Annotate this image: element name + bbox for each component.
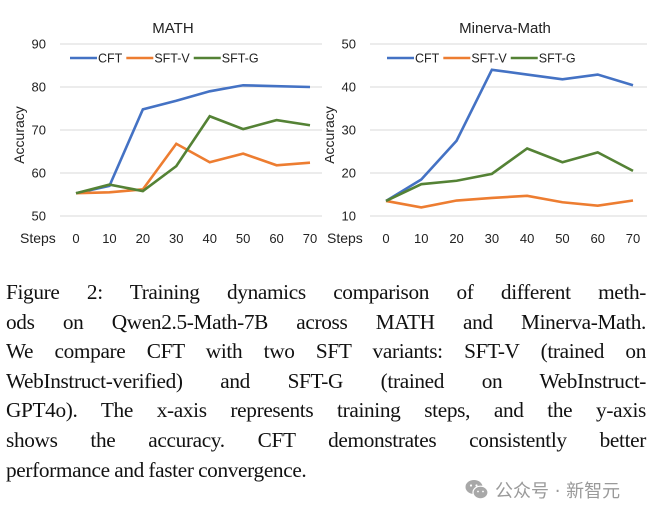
y-tick-label: 10	[342, 209, 356, 224]
caption-line: Figure 2: Training dynamics comparison o…	[6, 280, 646, 304]
chart-title: Minerva-Math	[459, 20, 551, 37]
series-line-sft-v	[75, 142, 311, 195]
legend-label: SFT-G	[539, 52, 576, 66]
y-tick-label: 70	[32, 123, 46, 138]
watermark: 公众号 · 新智元	[465, 478, 620, 502]
series-line-sft-g	[385, 147, 634, 203]
y-axis-label: Accuracy	[11, 106, 27, 164]
y-tick-label: 90	[32, 37, 46, 52]
x-tick-label: 20	[136, 231, 150, 246]
x-tick-label: 60	[590, 231, 604, 246]
figure-caption: Figure 2: Training dynamics comparison o…	[6, 278, 646, 485]
caption-line: ods on Qwen2.5-Math-7B across MATH and M…	[6, 309, 646, 334]
math-chart-svg: MATH 50 60 70 80 90 Accuracy 0 10 20 30 40 50 60 70 Ste…	[11, 20, 322, 246]
y-tick-label: 80	[32, 80, 46, 95]
series-line-cft	[385, 68, 634, 203]
legend-label: CFT	[415, 52, 440, 66]
legend-label: SFT-V	[154, 52, 190, 66]
x-tick-label: 40	[202, 231, 216, 246]
wechat-icon	[465, 480, 489, 500]
x-tick-label: 10	[414, 231, 428, 246]
x-tick-label: 70	[626, 231, 640, 246]
minerva-math-chart-svg: Minerva-Math 10 20 30 40 50 Accuracy 0 10 20 30 40 5…	[325, 20, 647, 246]
caption-line: shows the accuracy. CFT demonstrates con…	[6, 427, 646, 452]
x-tick-label: 50	[555, 231, 569, 246]
x-tick-label: 60	[269, 231, 283, 246]
x-tick-label: 50	[236, 231, 250, 246]
x-tick-label: 70	[303, 231, 317, 246]
math-chart: MATH 50 60 70 80 90 Accuracy 0 10 20 30 40 50 60 70 Ste…	[0, 0, 325, 255]
series-line-cft	[75, 83, 311, 195]
legend-label: SFT-G	[222, 52, 259, 66]
watermark-text: 公众号 · 新智元	[495, 481, 621, 502]
caption-line: WebInstruct-verified) and SFT-G (trained…	[6, 368, 646, 393]
y-axis-label: Accuracy	[325, 106, 337, 164]
y-tick-label: 50	[342, 37, 356, 52]
y-tick-label: 30	[342, 123, 356, 138]
minerva-math-chart: Minerva-Math 10 20 30 40 50 Accuracy 0 10 20 30 40 5…	[325, 0, 650, 255]
chart-title: MATH	[152, 20, 193, 37]
legend-label: CFT	[98, 52, 123, 66]
caption-line: performance and faster convergence.	[6, 457, 307, 482]
y-tick-label: 40	[342, 80, 356, 95]
y-tick-label: 60	[32, 166, 46, 181]
x-axis-label: Steps	[20, 230, 56, 246]
series-line-sft-v	[385, 194, 634, 209]
x-tick-label: 20	[449, 231, 463, 246]
caption-line: We compare CFT with two SFT variants: SF…	[6, 339, 646, 364]
x-tick-label: 0	[382, 231, 389, 246]
caption-line: GPT4o). The x-axis represents training s…	[6, 398, 646, 423]
series-line-sft-g	[75, 114, 311, 195]
x-tick-label: 30	[485, 231, 499, 246]
x-tick-label: 10	[102, 231, 116, 246]
y-tick-label: 50	[32, 209, 46, 224]
x-tick-label: 30	[169, 231, 183, 246]
x-tick-label: 0	[72, 231, 79, 246]
y-tick-label: 20	[342, 166, 356, 181]
legend-label: SFT-V	[471, 52, 507, 66]
x-tick-label: 40	[520, 231, 534, 246]
x-axis-label: Steps	[327, 230, 363, 246]
